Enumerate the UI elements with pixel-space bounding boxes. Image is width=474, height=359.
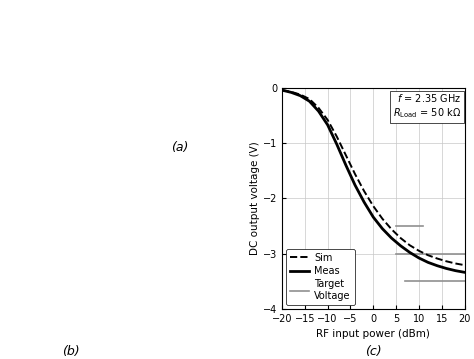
Y-axis label: DC output voltage (V): DC output voltage (V) [250,141,260,255]
X-axis label: RF input power (dBm): RF input power (dBm) [316,329,430,339]
Text: (b): (b) [62,345,80,358]
Text: (c): (c) [365,345,382,358]
Text: $f$ = 2.35 GHz
$R_{\mathregular{Load}}$ = 50 kΩ: $f$ = 2.35 GHz $R_{\mathregular{Load}}$ … [393,92,461,120]
Legend: Sim, Meas, Target
Voltage: Sim, Meas, Target Voltage [286,249,355,305]
Text: (a): (a) [172,141,189,154]
